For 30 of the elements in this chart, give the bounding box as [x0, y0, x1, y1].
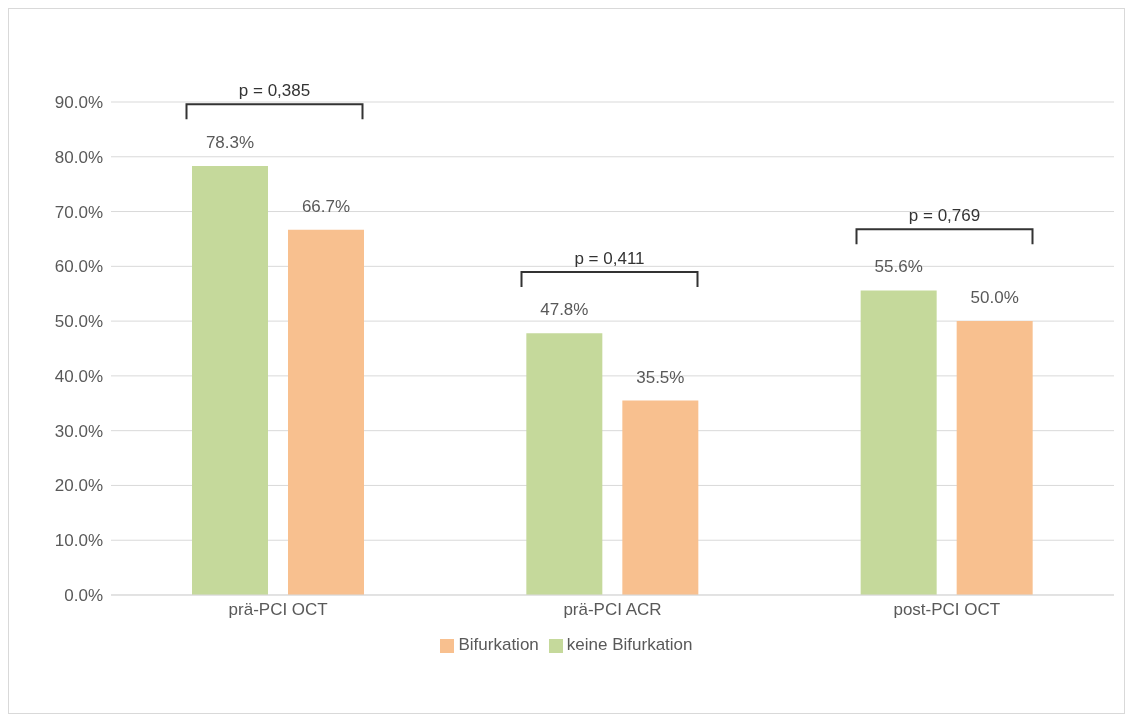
- y-tick-label: 90.0%: [54, 93, 103, 113]
- y-tick-label: 20.0%: [54, 476, 103, 496]
- legend-label: Bifurkation: [458, 635, 539, 654]
- y-tick-label: 80.0%: [54, 147, 103, 167]
- x-tick-label: prä-PCI OCT: [228, 600, 328, 620]
- y-tick-label: 40.0%: [54, 366, 103, 386]
- y-tick-label: 50.0%: [54, 312, 103, 332]
- data-label: 50.0%: [970, 288, 1019, 308]
- text: p = 0,385: [238, 81, 311, 101]
- data-label: 47.8%: [540, 300, 589, 320]
- bar: [860, 290, 937, 595]
- data-label: 66.7%: [301, 196, 351, 216]
- y-tick-label: 0.0%: [64, 586, 103, 606]
- bar: [288, 229, 364, 595]
- annotation: p = 0,411: [574, 249, 645, 269]
- annotation: p = 0,769: [908, 206, 981, 226]
- x-tick-label: prä-PCI ACR: [563, 600, 662, 620]
- y-tick-label: 30.0%: [54, 421, 103, 441]
- data-label: 35.5%: [636, 367, 685, 387]
- y-tick-label: 70.0%: [54, 202, 103, 222]
- x-tick-label: post-PCI OCT: [893, 600, 1001, 620]
- bar: [526, 333, 603, 595]
- legend-label: keine Bifurkation: [566, 635, 693, 654]
- bar: [192, 166, 268, 595]
- y-tick-label: 10.0%: [54, 531, 103, 551]
- data-label: 78.3%: [205, 133, 255, 153]
- bar: [956, 321, 1033, 595]
- bar: [622, 400, 699, 595]
- y-tick-label: 60.0%: [54, 257, 103, 277]
- data-label: 55.6%: [874, 257, 923, 277]
